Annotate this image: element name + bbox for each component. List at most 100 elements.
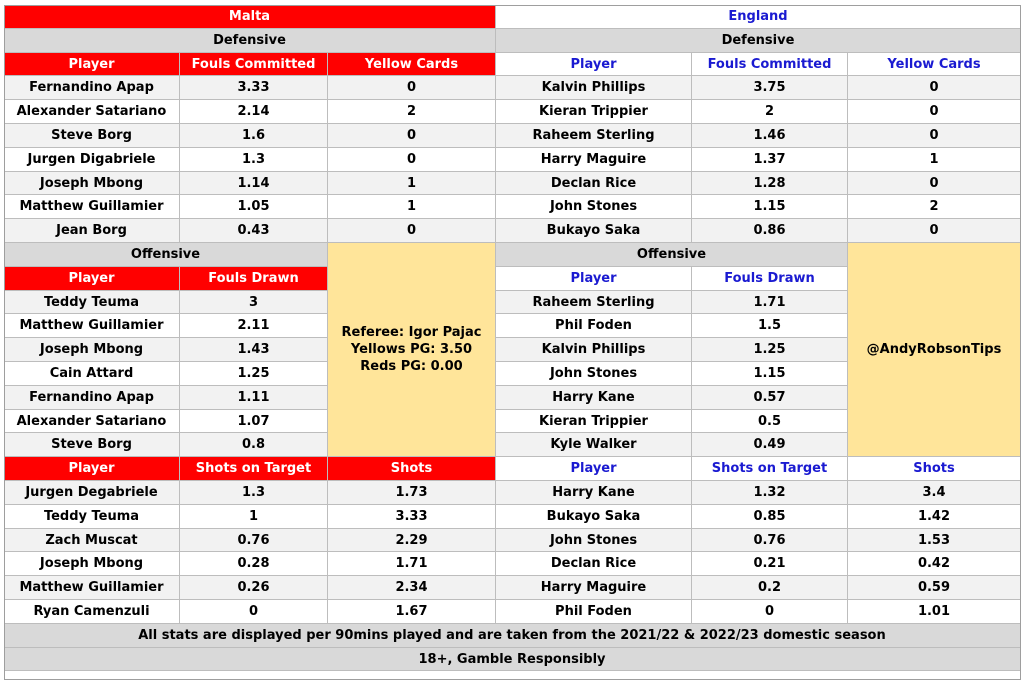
england-offensive-cell: 0.5 bbox=[692, 410, 848, 433]
england-defensive-cell: 0 bbox=[848, 124, 1021, 148]
england-offensive-cell: Phil Foden bbox=[496, 314, 692, 338]
england-shots-cell: John Stones bbox=[496, 529, 692, 552]
england-shots-cell: Harry Maguire bbox=[496, 576, 692, 600]
england-defensive-cell: 0 bbox=[848, 100, 1021, 124]
malta-shots-header-shots: Shots bbox=[328, 457, 496, 481]
malta-shots-cell: 2.34 bbox=[328, 576, 496, 600]
england-offensive-cell: Raheem Sterling bbox=[496, 291, 692, 314]
england-shots-cell: 0.59 bbox=[848, 576, 1021, 600]
england-offensive-cell: 1.71 bbox=[692, 291, 848, 314]
england-offensive-cell: Kieran Trippier bbox=[496, 410, 692, 433]
malta-header-fouls-committed: Fouls Committed bbox=[180, 53, 328, 76]
england-shots-cell: 3.4 bbox=[848, 481, 1021, 505]
england-shots-cell: Declan Rice bbox=[496, 552, 692, 576]
england-shots-cell: Phil Foden bbox=[496, 600, 692, 624]
malta-shots-cell: 1.71 bbox=[328, 552, 496, 576]
malta-defensive-cell: Fernandino Apap bbox=[4, 76, 180, 100]
malta-offensive-cell: Steve Borg bbox=[4, 433, 180, 457]
malta-defensive-title: Defensive bbox=[4, 29, 496, 53]
england-team-title: England bbox=[496, 5, 1021, 29]
england-offensive-cell: Kalvin Phillips bbox=[496, 338, 692, 362]
malta-offensive-cell: Fernandino Apap bbox=[4, 386, 180, 410]
england-header-player: Player bbox=[496, 53, 692, 76]
malta-defensive-cell: 0.43 bbox=[180, 219, 328, 243]
england-shots-cell: 0.42 bbox=[848, 552, 1021, 576]
malta-shots-cell: Matthew Guillamier bbox=[4, 576, 180, 600]
footer-disclaimer: 18+, Gamble Responsibly bbox=[4, 648, 1021, 671]
malta-defensive-cell: 1.05 bbox=[180, 195, 328, 219]
malta-defensive-cell: 0 bbox=[328, 124, 496, 148]
england-shots-cell: 0.85 bbox=[692, 505, 848, 529]
england-defensive-cell: 1 bbox=[848, 148, 1021, 172]
malta-shots-cell: Jurgen Degabriele bbox=[4, 481, 180, 505]
malta-defensive-cell: 0 bbox=[328, 148, 496, 172]
malta-offensive-cell: 1.11 bbox=[180, 386, 328, 410]
malta-defensive-cell: Joseph Mbong bbox=[4, 172, 180, 195]
malta-defensive-cell: 1 bbox=[328, 172, 496, 195]
handle-box: @AndyRobsonTips bbox=[848, 243, 1021, 457]
england-header-fouls-committed: Fouls Committed bbox=[692, 53, 848, 76]
england-offensive-cell: John Stones bbox=[496, 362, 692, 386]
england-offensive-cell: 0.49 bbox=[692, 433, 848, 457]
malta-offensive-cell: 3 bbox=[180, 291, 328, 314]
england-defensive-cell: Harry Maguire bbox=[496, 148, 692, 172]
england-defensive-cell: 0.86 bbox=[692, 219, 848, 243]
england-defensive-cell: 1.37 bbox=[692, 148, 848, 172]
england-shots-cell: Harry Kane bbox=[496, 481, 692, 505]
england-offensive-cell: 0.57 bbox=[692, 386, 848, 410]
malta-shots-cell: Zach Muscat bbox=[4, 529, 180, 552]
england-defensive-cell: 1.46 bbox=[692, 124, 848, 148]
malta-defensive-cell: 0 bbox=[328, 219, 496, 243]
england-shots-cell: 0 bbox=[692, 600, 848, 624]
malta-offensive-cell: Cain Attard bbox=[4, 362, 180, 386]
england-defensive-cell: 2 bbox=[848, 195, 1021, 219]
malta-defensive-cell: 1 bbox=[328, 195, 496, 219]
england-shots-cell: 0.76 bbox=[692, 529, 848, 552]
malta-shots-cell: Teddy Teuma bbox=[4, 505, 180, 529]
malta-shots-cell: 3.33 bbox=[328, 505, 496, 529]
england-defensive-cell: Kalvin Phillips bbox=[496, 76, 692, 100]
england-defensive-cell: Kieran Trippier bbox=[496, 100, 692, 124]
malta-offensive-cell: Matthew Guillamier bbox=[4, 314, 180, 338]
malta-shots-header-player: Player bbox=[4, 457, 180, 481]
malta-shots-cell: 1 bbox=[180, 505, 328, 529]
england-defensive-cell: 1.15 bbox=[692, 195, 848, 219]
england-shots-cell: 0.2 bbox=[692, 576, 848, 600]
malta-defensive-cell: 1.6 bbox=[180, 124, 328, 148]
england-defensive-cell: 0 bbox=[848, 76, 1021, 100]
referee-referee: Referee: Igor Pajac bbox=[341, 325, 482, 340]
malta-defensive-cell: Alexander Satariano bbox=[4, 100, 180, 124]
referee-reds: Reds PG: 0.00 bbox=[360, 359, 463, 374]
england-shots-header-shots-on-target: Shots on Target bbox=[692, 457, 848, 481]
malta-team-title: Malta bbox=[4, 5, 496, 29]
malta-shots-cell: Ryan Camenzuli bbox=[4, 600, 180, 624]
england-defensive-cell: 3.75 bbox=[692, 76, 848, 100]
malta-header-yellow-cards: Yellow Cards bbox=[328, 53, 496, 76]
england-defensive-cell: Raheem Sterling bbox=[496, 124, 692, 148]
referee-box: Referee: Igor Pajac Yellows PG: 3.50 Reds … bbox=[328, 243, 496, 457]
malta-shots-cell: 1.3 bbox=[180, 481, 328, 505]
malta-defensive-cell: 2.14 bbox=[180, 100, 328, 124]
england-defensive-cell: 1.28 bbox=[692, 172, 848, 195]
stats-sheet: Malta Defensive Player Fouls Committed Yello… bbox=[4, 5, 1021, 680]
malta-offensive-header-player: Player bbox=[4, 267, 180, 291]
england-shots-header-shots: Shots bbox=[848, 457, 1021, 481]
england-offensive-header-player: Player bbox=[496, 267, 692, 291]
england-shots-cell: Bukayo Saka bbox=[496, 505, 692, 529]
england-header-yellow-cards: Yellow Cards bbox=[848, 53, 1021, 76]
england-defensive-cell: Bukayo Saka bbox=[496, 219, 692, 243]
england-offensive-cell: Harry Kane bbox=[496, 386, 692, 410]
malta-offensive-cell: 1.43 bbox=[180, 338, 328, 362]
england-offensive-header-fouls-drawn: Fouls Drawn bbox=[692, 267, 848, 291]
england-defensive-title: Defensive bbox=[496, 29, 1021, 53]
referee-yellows: Yellows PG: 3.50 bbox=[350, 342, 473, 357]
malta-offensive-title: Offensive bbox=[4, 243, 328, 267]
england-shots-cell: 1.42 bbox=[848, 505, 1021, 529]
malta-shots-cell: 0 bbox=[180, 600, 328, 624]
malta-offensive-cell: Joseph Mbong bbox=[4, 338, 180, 362]
malta-shots-cell: 0.28 bbox=[180, 552, 328, 576]
malta-offensive-cell: 1.25 bbox=[180, 362, 328, 386]
malta-offensive-cell: 1.07 bbox=[180, 410, 328, 433]
malta-offensive-cell: 0.8 bbox=[180, 433, 328, 457]
malta-shots-cell: 2.29 bbox=[328, 529, 496, 552]
